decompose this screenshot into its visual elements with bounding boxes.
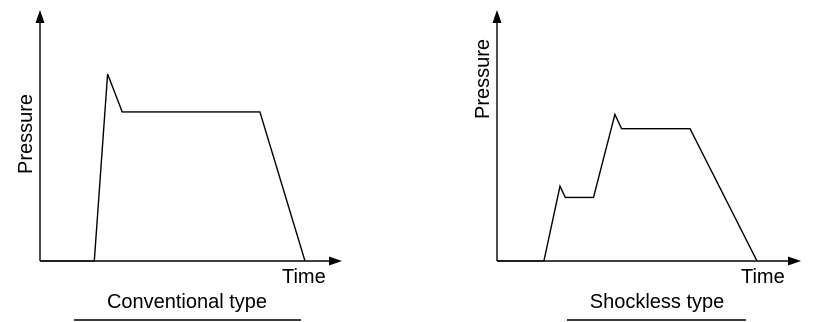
y-axis-arrowhead bbox=[35, 10, 45, 23]
x-axis-arrowhead bbox=[329, 256, 342, 266]
chart-title: Shockless type bbox=[590, 291, 725, 313]
chart-conventional-type: Pressure Time Conventional type bbox=[15, 10, 342, 321]
x-axis-arrowhead bbox=[788, 256, 801, 266]
x-axis-label: Time bbox=[741, 266, 785, 288]
chart-shockless-type: Pressure Time Shockless type bbox=[472, 10, 801, 321]
chart-title: Conventional type bbox=[107, 291, 267, 313]
x-axis-label: Time bbox=[282, 266, 326, 288]
y-axis-arrowhead bbox=[492, 10, 502, 23]
pressure-curve bbox=[40, 73, 306, 262]
y-axis-label: Pressure bbox=[472, 39, 494, 119]
pressure-curve bbox=[497, 112, 758, 262]
y-axis-label: Pressure bbox=[15, 94, 37, 174]
